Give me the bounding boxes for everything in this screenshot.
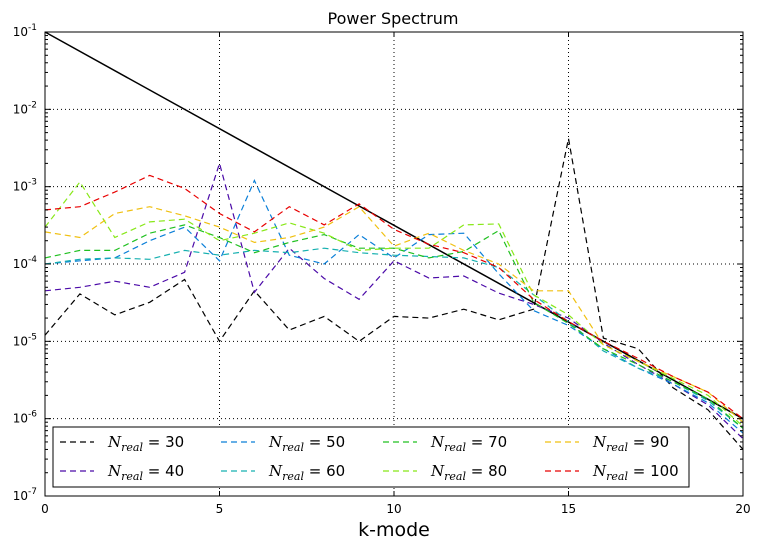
x-tick-label: 5 [216,502,224,516]
legend-label: Nreal = 40 [107,462,184,483]
y-tick-label: 10-7 [13,487,37,503]
y-tick-label: 10-4 [13,255,38,271]
legend-entry: Nreal = 40 [60,462,184,483]
legend-label: Nreal = 70 [430,433,507,454]
legend-entry: Nreal = 90 [545,433,669,454]
legend: Nreal = 30 Nreal = 40 Nreal = 50 Nreal = 60… [52,426,690,488]
x-axis-ticks: 0 5 10 15 20 [41,32,751,516]
x-axis-label: k-mode [358,519,430,541]
series-line-4 [44,247,744,429]
series-group [44,138,744,450]
y-tick-label: 10-3 [13,178,37,194]
legend-entry: Nreal = 70 [383,433,507,454]
y-tick-label: 10-5 [13,332,37,348]
legend-label: Nreal = 100 [592,462,679,483]
legend-label: Nreal = 80 [430,462,507,483]
legend-label: Nreal = 30 [107,433,184,454]
series-line-7 [44,205,744,423]
x-tick-label: 0 [41,502,49,516]
series-line-8 [44,174,744,420]
legend-entry: Nreal = 60 [221,462,345,483]
series-line-2 [44,161,744,440]
legend-label: Nreal = 60 [268,462,345,483]
legend-entry: Nreal = 80 [383,462,507,483]
legend-entry: Nreal = 50 [221,433,345,454]
y-axis-ticks: 10-7 10-6 10-5 10-4 10-3 10-2 10-1 [13,23,743,503]
y-tick-label: 10-2 [13,100,37,116]
chart-title: Power Spectrum [328,9,459,28]
legend-entry: Nreal = 100 [545,462,679,483]
series-line-5 [44,224,744,429]
legend-label: Nreal = 50 [268,433,345,454]
reference-line [44,31,744,420]
y-tick-label: 10-6 [13,410,38,426]
reference-power-law-line [44,31,744,420]
legend-label: Nreal = 90 [592,433,669,454]
x-tick-label: 15 [561,502,576,516]
grid [45,32,743,496]
x-tick-label: 20 [735,502,750,516]
legend-box [52,426,690,488]
y-tick-label: 10-1 [13,23,37,39]
series-line-3 [44,179,744,434]
legend-entry: Nreal = 30 [60,433,184,454]
series-line-1 [44,138,744,450]
x-tick-label: 10 [386,502,401,516]
